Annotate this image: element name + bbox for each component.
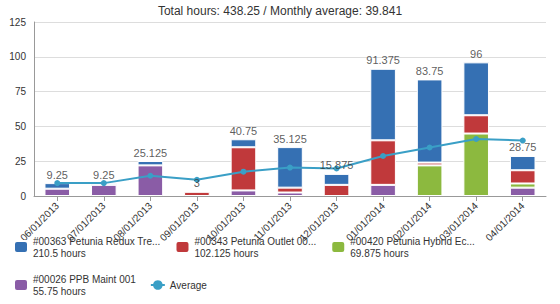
svg-text:12/01/2013: 12/01/2013 (297, 200, 341, 244)
svg-text:83.75: 83.75 (416, 65, 444, 77)
svg-text:11/01/2013: 11/01/2013 (251, 200, 294, 243)
svg-text:02/01/2014: 02/01/2014 (390, 200, 434, 244)
svg-text:01/01/2014: 01/01/2014 (343, 200, 387, 244)
svg-text:40.75: 40.75 (230, 125, 258, 137)
svg-text:9.25: 9.25 (93, 169, 114, 181)
svg-text:102.125 hours: 102.125 hours (194, 248, 258, 259)
svg-text:Average: Average (170, 280, 208, 291)
svg-text:15.875: 15.875 (320, 159, 354, 171)
svg-text:09/01/2013: 09/01/2013 (157, 200, 201, 244)
svg-text:100: 100 (9, 51, 26, 62)
svg-text:04/01/2014: 04/01/2014 (483, 200, 526, 243)
svg-text:125: 125 (9, 17, 26, 28)
svg-text:#00026 PPB Maint 001: #00026 PPB Maint 001 (33, 274, 136, 285)
svg-text:#00363 Petunia Redux Tre...: #00363 Petunia Redux Tre... (33, 236, 160, 247)
svg-text:06/01/2013: 06/01/2013 (18, 200, 62, 244)
svg-text:0: 0 (20, 191, 26, 202)
svg-text:3: 3 (194, 177, 200, 189)
svg-text:#00343 Petunia Outlet 00...: #00343 Petunia Outlet 00... (194, 236, 316, 247)
svg-text:55.75 hours: 55.75 hours (33, 286, 86, 297)
svg-text:Total hours: 438.25 / Monthly: Total hours: 438.25 / Monthly average: 3… (158, 4, 402, 18)
svg-text:03/01/2014: 03/01/2014 (436, 200, 481, 244)
svg-text:25: 25 (15, 156, 27, 167)
svg-text:96: 96 (470, 48, 482, 60)
svg-text:25.125: 25.125 (134, 147, 168, 159)
svg-text:91.375: 91.375 (366, 54, 400, 66)
svg-text:75: 75 (15, 86, 27, 97)
svg-text:35.125: 35.125 (273, 133, 307, 145)
svg-text:10/01/2013: 10/01/2013 (204, 200, 248, 244)
svg-text:28.75: 28.75 (509, 141, 537, 153)
svg-text:69.875 hours: 69.875 hours (350, 248, 408, 259)
svg-text:210.5 hours: 210.5 hours (33, 248, 86, 259)
svg-text:9.25: 9.25 (47, 169, 68, 181)
svg-text:08/01/2013: 08/01/2013 (111, 200, 155, 244)
svg-text:#00420 Petunia Hybrid Ec...: #00420 Petunia Hybrid Ec... (350, 236, 475, 247)
svg-text:07/01/2013: 07/01/2013 (64, 200, 108, 244)
svg-text:50: 50 (15, 121, 27, 132)
